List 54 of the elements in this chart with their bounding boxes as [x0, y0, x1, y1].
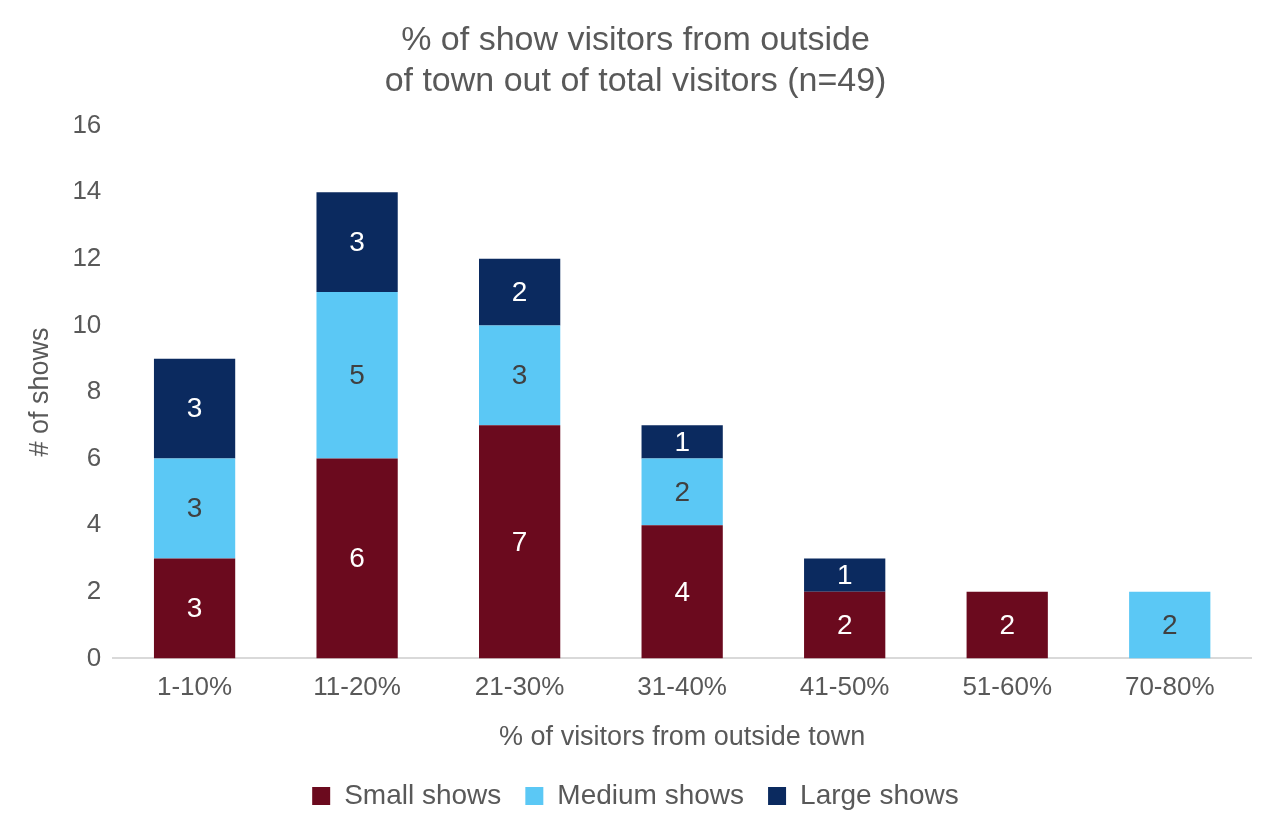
data-label: 6	[349, 542, 365, 574]
y-tick-label: 8	[86, 375, 102, 406]
data-label: 1	[674, 425, 690, 457]
y-tick-label: 10	[72, 308, 102, 339]
bar	[641, 425, 723, 459]
data-label: 2	[1161, 608, 1178, 640]
data-label: 3	[186, 492, 203, 524]
data-label: 2	[836, 608, 853, 640]
x-tick-label: 51-60%	[962, 671, 1053, 702]
legend-label: Large shows	[800, 778, 959, 810]
legend-label: Medium shows	[557, 778, 745, 810]
y-tick-label: 12	[72, 241, 102, 272]
data-label: 7	[511, 525, 528, 557]
bar	[804, 591, 886, 659]
data-label: 3	[511, 359, 528, 391]
x-tick-label: 31-40%	[637, 671, 727, 702]
x-tick-label: 11-20%	[313, 671, 401, 702]
bar	[479, 258, 561, 326]
y-tick-label: 4	[86, 508, 102, 539]
data-label: 1	[836, 558, 853, 590]
y-tick-label: 16	[72, 108, 102, 139]
bar	[479, 325, 561, 426]
bar	[804, 558, 886, 592]
bar	[153, 558, 236, 659]
chart-title: % of show visitors from outside of town out of total visitors (n=49)	[384, 18, 887, 98]
bar	[316, 292, 398, 459]
data-label: 2	[674, 475, 690, 507]
bar	[153, 358, 236, 459]
legend-label: Small shows	[344, 778, 502, 810]
x-tick-label: 70-80%	[1124, 671, 1215, 702]
y-tick-label: 0	[86, 641, 102, 672]
x-axis-title: % of visitors from outside town	[499, 721, 866, 752]
data-label: 5	[349, 359, 365, 391]
data-label: 4	[674, 575, 690, 607]
data-label: 3	[186, 392, 203, 424]
bar	[479, 425, 561, 659]
y-tick-label: 2	[86, 574, 102, 605]
bar	[316, 192, 398, 293]
data-label: 2	[511, 275, 528, 307]
bar	[641, 458, 723, 526]
bar	[153, 458, 236, 559]
bar	[966, 591, 1048, 659]
x-tick-label: 1-10%	[157, 671, 233, 702]
bar	[641, 525, 723, 659]
x-tick-label: 21-30%	[474, 671, 565, 702]
bar	[316, 458, 398, 659]
data-label: 2	[999, 608, 1015, 640]
y-tick-label: 6	[86, 441, 102, 472]
y-axis-title: # of shows	[23, 327, 54, 457]
x-tick-label: 41-50%	[799, 671, 890, 702]
data-label: 3	[349, 225, 365, 257]
bar	[1129, 591, 1211, 659]
data-label: 3	[186, 592, 203, 624]
y-tick-label: 14	[72, 175, 102, 206]
